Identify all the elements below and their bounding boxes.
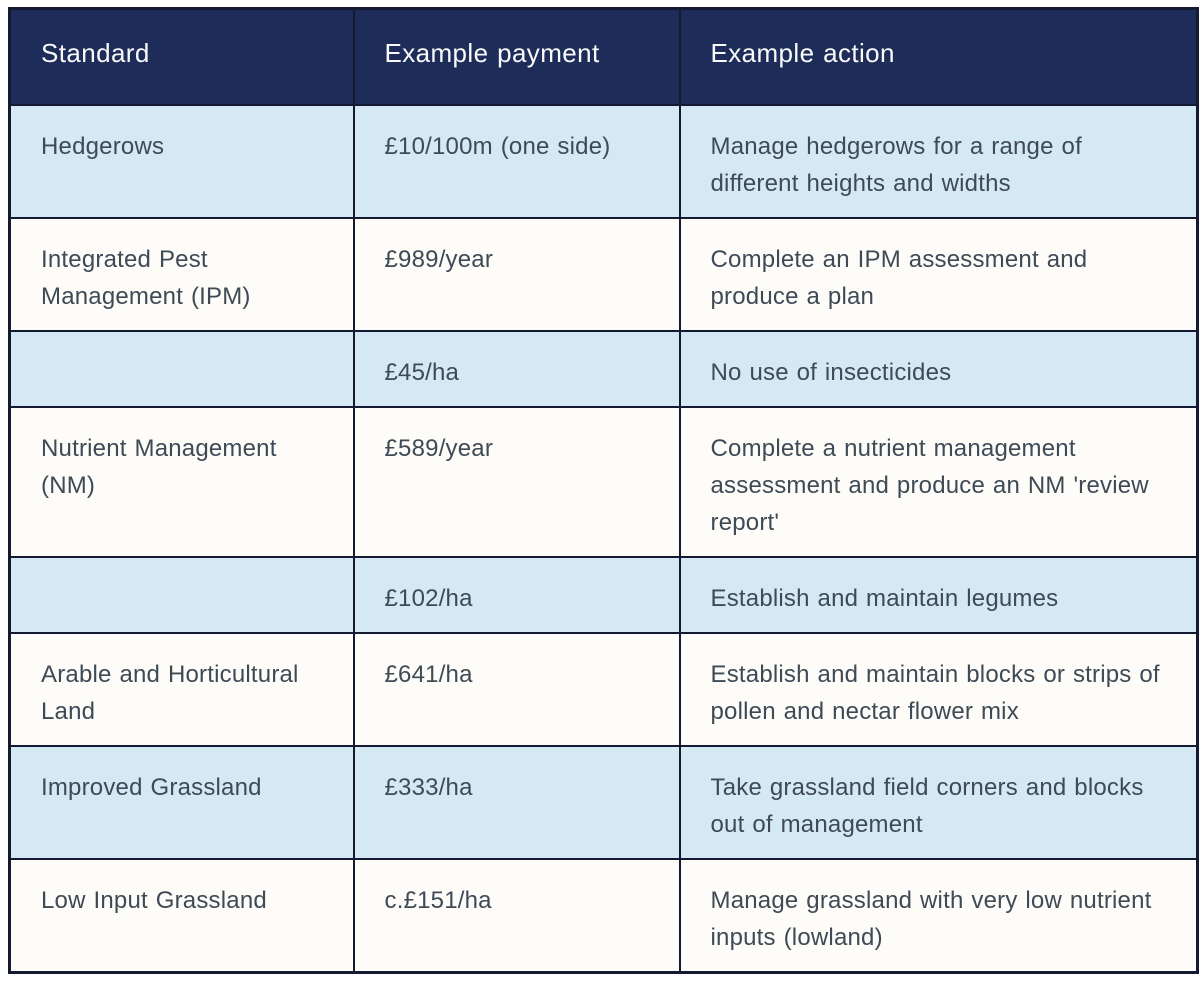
- action-cell: No use of insecticides: [678, 329, 1199, 408]
- standard-cell: Low Input Grassland: [8, 857, 355, 973]
- column-header-example-payment: Example payment: [352, 7, 681, 106]
- standard-cell: [8, 329, 355, 408]
- table-header: Standard Example payment Example action: [8, 7, 1199, 106]
- column-header-standard: Standard: [8, 7, 355, 106]
- table-row: Hedgerows £10/100m (one side) Manage hedge…: [8, 103, 1199, 219]
- action-cell: Complete an IPM assessment and produce a…: [678, 216, 1199, 332]
- standard-cell: Hedgerows: [8, 103, 355, 219]
- payment-cell: £641/ha: [352, 631, 681, 747]
- standard-cell: [8, 555, 355, 634]
- table-row: Improved Grassland £333/ha Take grassland …: [8, 744, 1199, 860]
- payment-cell: £10/100m (one side): [352, 103, 681, 219]
- standard-cell: Nutrient Management (NM): [8, 405, 355, 558]
- payment-cell: £989/year: [352, 216, 681, 332]
- table-row: Integrated Pest Management (IPM) £989/yea…: [8, 216, 1199, 332]
- standard-cell: Arable and Horticultural Land: [8, 631, 355, 747]
- table-row: £102/ha Establish and maintain legumes: [8, 555, 1199, 634]
- action-cell: Manage hedgerows for a range of differen…: [678, 103, 1199, 219]
- action-cell: Establish and maintain blocks or strips …: [678, 631, 1199, 747]
- action-cell: Complete a nutrient management assessmen…: [678, 405, 1199, 558]
- action-cell: Manage grassland with very low nutrient …: [678, 857, 1199, 973]
- standards-payments-table: Standard Example payment Example action …: [8, 7, 1199, 974]
- standard-cell: Improved Grassland: [8, 744, 355, 860]
- column-header-example-action: Example action: [678, 7, 1199, 106]
- standard-cell: Integrated Pest Management (IPM): [8, 216, 355, 332]
- payment-cell: £333/ha: [352, 744, 681, 860]
- table-row: Nutrient Management (NM) £589/year Complet…: [8, 405, 1199, 558]
- table-row: Low Input Grassland c.£151/ha Manage grass…: [8, 857, 1199, 973]
- table-body: Hedgerows £10/100m (one side) Manage hedge…: [8, 103, 1199, 973]
- payment-cell: £589/year: [352, 405, 681, 558]
- payment-cell: £45/ha: [352, 329, 681, 408]
- table-row: Arable and Horticultural Land £641/ha Esta…: [8, 631, 1199, 747]
- table-row: £45/ha No use of insecticides: [8, 329, 1199, 408]
- payment-cell: £102/ha: [352, 555, 681, 634]
- payment-cell: c.£151/ha: [352, 857, 681, 973]
- action-cell: Establish and maintain legumes: [678, 555, 1199, 634]
- header-row: Standard Example payment Example action: [8, 7, 1199, 106]
- action-cell: Take grassland field corners and blocks …: [678, 744, 1199, 860]
